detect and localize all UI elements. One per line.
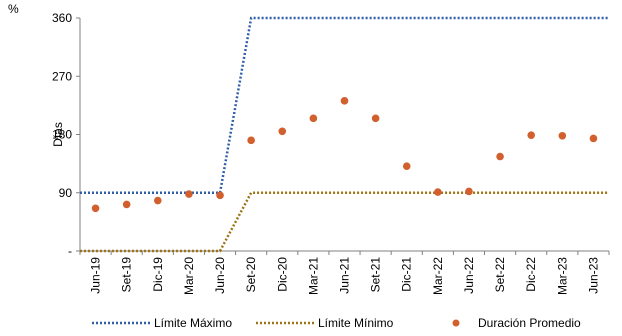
y-tick-label: 270: [52, 69, 72, 83]
x-tick-label: Mar-22: [431, 257, 445, 295]
x-tick-label: Jun-19: [89, 257, 103, 294]
x-tick-label: Dic-21: [400, 257, 414, 292]
legend-label-duracion-promedio: Duración Promedio: [478, 316, 581, 330]
y-tick-label: 90: [59, 186, 73, 200]
y-axis-title: Días: [51, 122, 65, 147]
data-point-duracion-promedio: [589, 134, 598, 143]
legend-swatch-limite-minimo: [256, 321, 314, 325]
legend-swatch-duracion-promedio: [452, 319, 460, 327]
legend-item-duracion-promedio: Duración Promedio: [436, 316, 581, 330]
x-tick-label: Mar-20: [182, 257, 196, 295]
x-tick-label: Jun-21: [338, 257, 352, 294]
data-point-duracion-promedio: [122, 200, 131, 209]
legend: Límite Máximo Límite Mínimo Duración Pro…: [0, 316, 622, 334]
data-point-duracion-promedio: [402, 162, 411, 171]
legend-swatch-limite-maximo: [92, 321, 150, 325]
data-point-duracion-promedio: [434, 188, 442, 196]
percent-label: %: [8, 2, 19, 16]
data-point-duracion-promedio: [340, 97, 349, 105]
y-tick-label: 360: [52, 11, 72, 25]
x-tick-label: Dic-22: [524, 257, 538, 292]
x-tick-label: Jun-20: [213, 257, 227, 294]
x-tick-label: Mar-21: [306, 257, 320, 295]
legend-label-limite-maximo: Límite Máximo: [154, 316, 233, 330]
x-tick-label: Set-21: [369, 257, 383, 293]
data-point-duracion-promedio: [185, 190, 193, 198]
data-point-duracion-promedio: [558, 131, 567, 140]
y-tick-label: -: [68, 244, 72, 258]
x-tick-label: Dic-19: [151, 257, 165, 292]
data-point-duracion-promedio: [91, 204, 100, 213]
series-line-limite-minimo: [80, 191, 609, 253]
data-point-duracion-promedio: [247, 136, 255, 145]
data-point-duracion-promedio: [153, 196, 162, 205]
data-point-duracion-promedio: [371, 114, 380, 123]
chart: - 90 180 270 360 Jun-19 Set-19 Dic-19 Mar-20 Jun-…: [51, 11, 610, 295]
data-point-duracion-promedio: [216, 191, 224, 200]
legend-item-limite-minimo: Límite Mínimo: [254, 316, 393, 330]
x-tick-label: Set-20: [244, 257, 258, 293]
data-point-duracion-promedio: [527, 131, 536, 139]
x-tick-label: Jun-23: [586, 257, 600, 294]
data-point-duracion-promedio: [465, 187, 473, 196]
x-tick-label: Set-22: [493, 257, 507, 293]
x-tick-label: Mar-23: [555, 257, 569, 295]
y-tick-label: 180: [52, 128, 72, 142]
legend-label-limite-minimo: Límite Mínimo: [318, 316, 394, 330]
data-point-duracion-promedio: [309, 114, 318, 123]
x-tick-label: Set-19: [120, 257, 134, 293]
series-line-limite-maximo: [80, 16, 609, 194]
legend-item-limite-maximo: Límite Máximo: [90, 316, 232, 330]
x-tick-label: Jun-22: [462, 257, 476, 294]
x-tick-label: Dic-20: [275, 257, 289, 292]
data-point-duracion-promedio: [278, 127, 287, 136]
data-point-duracion-promedio: [496, 152, 504, 161]
